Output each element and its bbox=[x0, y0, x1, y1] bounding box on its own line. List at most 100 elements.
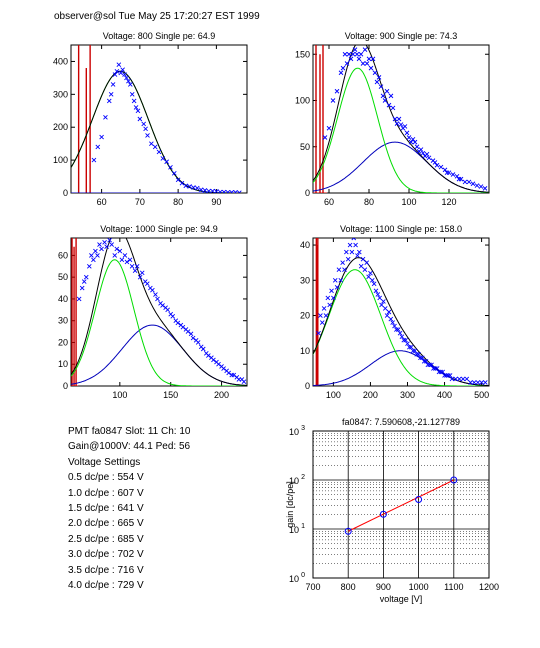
x-tick-label: 120 bbox=[441, 197, 456, 207]
data-point bbox=[378, 84, 384, 89]
histogram-panel: Voltage: 1000 Single pe: 94.9 100 150 200 0 1… bbox=[58, 224, 248, 400]
y-tick-exponent: 1 bbox=[301, 523, 305, 530]
y-tick-exponent: 3 bbox=[301, 425, 305, 432]
data-point bbox=[392, 116, 398, 122]
x-tick-label: 900 bbox=[376, 582, 391, 592]
x-tick-label: 80 bbox=[364, 197, 374, 207]
data-point bbox=[351, 238, 357, 241]
data-point bbox=[444, 373, 449, 378]
data-point bbox=[112, 253, 118, 258]
data-point bbox=[188, 331, 194, 337]
data-point bbox=[135, 108, 141, 114]
data-point bbox=[366, 274, 371, 280]
data-point bbox=[149, 141, 154, 146]
data-point bbox=[183, 183, 189, 189]
data-point bbox=[432, 366, 438, 371]
x-tick-label: 90 bbox=[211, 197, 221, 207]
data-point bbox=[368, 65, 374, 71]
axes-background bbox=[313, 431, 489, 578]
data-point bbox=[89, 253, 94, 258]
data-point bbox=[132, 268, 138, 273]
data-point bbox=[139, 270, 145, 276]
data-point bbox=[468, 380, 473, 385]
data-point bbox=[206, 188, 212, 193]
data-point bbox=[410, 137, 416, 142]
y-tick-label: 20 bbox=[300, 311, 310, 321]
axes-box bbox=[70, 237, 248, 387]
data-point bbox=[356, 56, 362, 62]
single-pe-curve bbox=[71, 259, 247, 386]
data-point bbox=[431, 366, 436, 371]
data-point bbox=[133, 105, 139, 110]
data-point bbox=[127, 257, 133, 263]
data-point bbox=[106, 98, 112, 104]
data-point bbox=[336, 267, 342, 273]
y-tick-label: 100 bbox=[295, 96, 310, 106]
y-tick-label: 10 bbox=[289, 476, 299, 486]
data-point bbox=[171, 170, 177, 176]
data-point bbox=[408, 139, 414, 145]
data-point bbox=[403, 337, 408, 343]
data-point bbox=[185, 329, 191, 334]
data-point bbox=[221, 189, 227, 193]
data-point bbox=[355, 253, 360, 258]
data-point bbox=[211, 357, 216, 363]
data-point bbox=[436, 369, 442, 375]
data-point bbox=[241, 379, 247, 384]
plot-area bbox=[71, 238, 247, 386]
y-tick-exponent: 2 bbox=[301, 474, 305, 481]
data-point bbox=[445, 373, 451, 378]
data-point bbox=[119, 257, 125, 263]
data-point bbox=[460, 376, 466, 382]
data-point bbox=[202, 188, 208, 193]
data-point bbox=[344, 61, 350, 66]
data-point bbox=[440, 369, 446, 375]
data-point bbox=[423, 359, 429, 364]
data-point bbox=[384, 88, 390, 94]
data-point bbox=[446, 170, 452, 175]
data-point bbox=[414, 144, 420, 150]
data-point bbox=[107, 238, 112, 243]
data-point bbox=[349, 249, 355, 255]
data-point bbox=[456, 176, 462, 182]
data-point bbox=[127, 82, 133, 87]
data-point bbox=[390, 105, 396, 111]
data-point bbox=[424, 151, 430, 157]
y-tick-label: 0 bbox=[63, 381, 68, 391]
data-point bbox=[237, 190, 242, 193]
data-point bbox=[170, 314, 176, 319]
single-pe-curve bbox=[313, 269, 489, 386]
info-line: 1.5 dc/pe : 641 V bbox=[68, 503, 144, 515]
chart-title: Voltage: 1000 Single pe: 94.9 bbox=[100, 224, 218, 234]
data-point bbox=[93, 248, 98, 254]
data-point bbox=[180, 324, 186, 330]
data-point bbox=[104, 244, 109, 250]
data-point bbox=[91, 257, 96, 263]
data-point bbox=[405, 341, 410, 347]
data-point bbox=[99, 246, 104, 252]
data-point bbox=[318, 313, 323, 318]
y-tick-label: 400 bbox=[53, 56, 68, 66]
data-point bbox=[450, 172, 456, 177]
data-point bbox=[392, 323, 397, 329]
data-point bbox=[190, 335, 196, 341]
data-point bbox=[356, 249, 362, 255]
data-point bbox=[137, 274, 143, 280]
data-point bbox=[353, 242, 358, 248]
data-point bbox=[474, 183, 480, 188]
total-fit-curve bbox=[313, 257, 489, 386]
data-point bbox=[164, 159, 169, 165]
data-point bbox=[380, 93, 386, 99]
data-point bbox=[129, 263, 135, 269]
data-point bbox=[412, 348, 418, 354]
data-point bbox=[368, 270, 373, 276]
data-point bbox=[175, 320, 181, 326]
data-point bbox=[217, 189, 223, 193]
data-point bbox=[482, 186, 488, 191]
y-tick-label: 10 bbox=[289, 525, 299, 535]
gain-point bbox=[379, 510, 387, 518]
chart-title: Voltage: 900 Single pe: 74.3 bbox=[345, 31, 458, 41]
x-tick-label: 60 bbox=[97, 197, 107, 207]
y-tick-label: 40 bbox=[300, 240, 310, 250]
